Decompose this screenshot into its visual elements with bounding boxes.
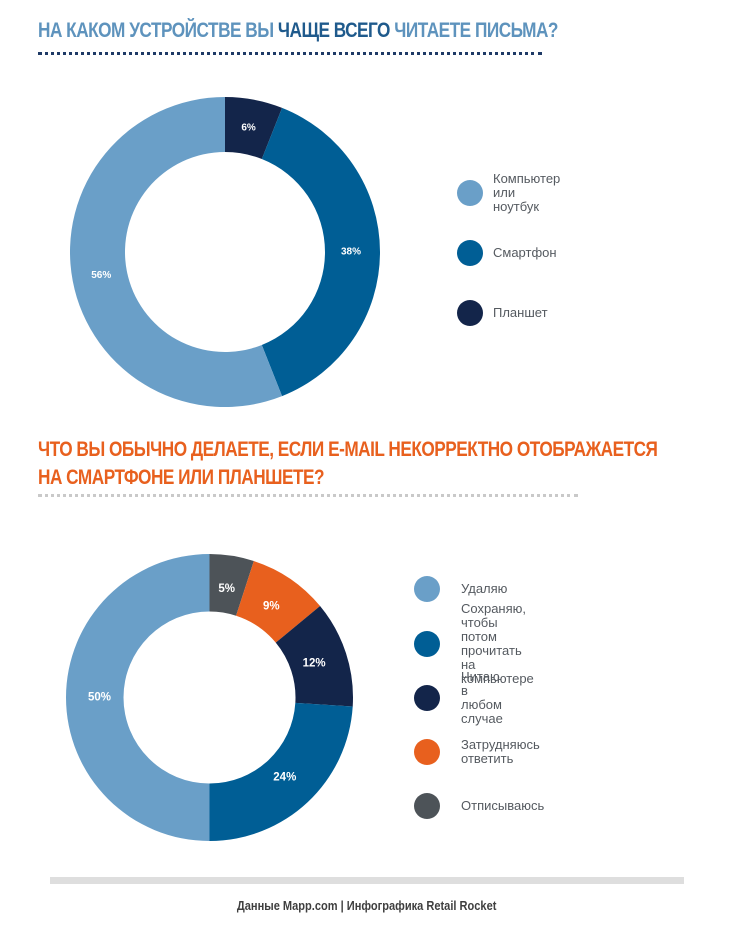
- action-slice-отписываюсь: [209, 554, 254, 616]
- legend-swatch: [457, 180, 483, 206]
- legend-swatch: [414, 793, 440, 819]
- title-1-divider: [38, 52, 542, 55]
- action-legend-item-сохраняю-чтобы-потом: Сохраняю, чтобы потом прочитать на компь…: [414, 602, 534, 686]
- legend-label: Затрудняюсь ответить: [461, 737, 540, 766]
- chart-2-title-line2: НА СМАРТФОНЕ ИЛИ ПЛАНШЕТЕ?: [38, 466, 325, 489]
- device-slice-label-компьютер-или-ноутбук: 56%: [91, 270, 111, 281]
- action-slice-читаю-в-любом-случае: [275, 606, 353, 707]
- legend-swatch: [457, 240, 483, 266]
- chart-2-title: ЧТО ВЫ ОБЫЧНО ДЕЛАЕТЕ, ЕСЛИ E-MAIL НЕКОР…: [38, 436, 658, 492]
- action-slice-label-затрудняюсь-ответить: 9%: [263, 601, 280, 613]
- device-legend-item-компьютер-или-ноутбук: Компьютер или ноутбук: [457, 172, 560, 214]
- action-slice-удаляю: [66, 554, 210, 841]
- legend-swatch: [414, 576, 440, 602]
- action-legend-item-читаю-в-любом-случае: Читаю в любом случае: [414, 670, 503, 726]
- device-slice-label-планшет: 6%: [241, 123, 256, 134]
- device-slice-компьютер-или-ноутбук: [69, 97, 283, 407]
- legend-label: Отписываюсь: [461, 798, 545, 813]
- chart-1-title-strong: ЧАЩЕ ВСЕГО: [277, 19, 391, 42]
- legend-swatch: [414, 631, 440, 657]
- action-slice-label-сохраняю-чтобы-потом: 24%: [273, 772, 296, 784]
- legend-label: Сохраняю, чтобы потом прочитать на компь…: [461, 601, 534, 686]
- legend-swatch: [457, 300, 483, 326]
- device-slice-смартфон: [261, 107, 380, 397]
- action-slice-label-удаляю: 50%: [88, 692, 111, 704]
- device-legend-item-планшет: Планшет: [457, 300, 548, 326]
- chart-2-title-line1: ЧТО ВЫ ОБЫЧНО ДЕЛАЕТЕ, ЕСЛИ E-MAIL НЕКОР…: [38, 438, 658, 461]
- action-slice-label-отписываюсь: 5%: [218, 583, 235, 595]
- device-legend-item-смартфон: Смартфон: [457, 240, 557, 266]
- chart-1-title: НА КАКОМ УСТРОЙСТВЕ ВЫ ЧАЩЕ ВСЕГО ЧИТАЕТ…: [38, 17, 558, 45]
- legend-label: Компьютер или ноутбук: [493, 171, 561, 214]
- action-slice-сохраняю-чтобы-потом: [209, 702, 353, 841]
- action-donut-chart: 5% 9% 12% 24% 50%: [66, 554, 353, 841]
- legend-label: Планшет: [493, 305, 548, 320]
- title-2-divider: [38, 494, 578, 497]
- footer-source: Данные Mapp.com | Инфографика Retail Roc…: [237, 898, 497, 913]
- action-legend-item-отписываюсь: Отписываюсь: [414, 793, 544, 819]
- legend-label: Удаляю: [461, 581, 508, 596]
- footer-divider: [50, 877, 684, 884]
- legend-label: Смартфон: [493, 245, 557, 260]
- action-legend-item-удаляю: Удаляю: [414, 576, 507, 602]
- action-slice-затрудняюсь-ответить: [236, 561, 321, 643]
- action-slice-label-читаю-в-любом-случае: 12%: [303, 658, 326, 670]
- footer: Данные Mapp.com | Инфографика Retail Roc…: [0, 897, 734, 915]
- device-donut-chart: 6% 38% 56%: [69, 97, 380, 407]
- chart-1-title-part2: ЧИТАЕТЕ ПИСЬМА?: [389, 19, 558, 42]
- legend-label: Читаю в любом случае: [461, 669, 503, 726]
- legend-swatch: [414, 739, 440, 765]
- chart-1-title-part1: НА КАКОМ УСТРОЙСТВЕ ВЫ: [38, 19, 278, 42]
- device-slice-label-смартфон: 38%: [341, 247, 361, 258]
- device-slice-планшет: [225, 97, 283, 160]
- legend-swatch: [414, 685, 440, 711]
- action-legend-item-затрудняюсь-ответить: Затрудняюсь ответить: [414, 738, 540, 766]
